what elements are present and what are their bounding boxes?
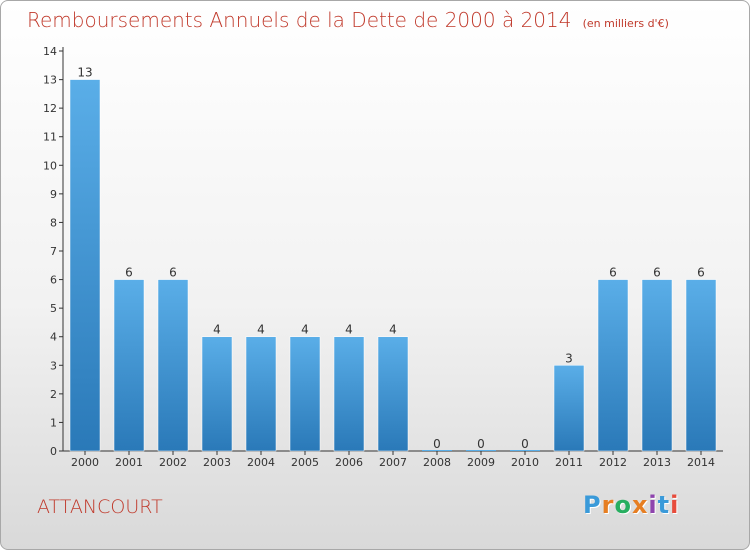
bar: [289, 336, 321, 452]
y-tick-label: 1: [50, 416, 57, 429]
data-label: 6: [653, 266, 661, 280]
logo-letter: P: [583, 491, 602, 519]
data-label: 4: [389, 323, 397, 337]
data-label: 6: [169, 266, 177, 280]
bar: [597, 279, 629, 452]
logo-letter: o: [614, 491, 632, 519]
y-tick-label: 9: [50, 188, 57, 201]
x-tick-label: 2003: [203, 456, 231, 469]
bar: [641, 279, 673, 452]
x-tick-label: 2009: [467, 456, 495, 469]
logo-letter: r: [601, 491, 615, 519]
data-label: 6: [125, 266, 133, 280]
y-tick-label: 0: [50, 445, 57, 458]
x-tick-label: 2010: [511, 456, 539, 469]
data-label: 6: [697, 266, 705, 280]
data-label: 13: [77, 66, 92, 80]
data-label: 0: [521, 437, 529, 451]
y-tick-label: 6: [50, 274, 57, 287]
data-label: 4: [345, 323, 353, 337]
chart-unit: (en milliers d'€): [582, 17, 669, 30]
data-label: 0: [477, 437, 485, 451]
y-tick-label: 5: [50, 302, 57, 315]
x-tick-label: 2002: [159, 456, 187, 469]
y-tick-label: 10: [43, 159, 57, 172]
data-label: 4: [257, 323, 265, 337]
x-tick-label: 2014: [687, 456, 715, 469]
bar: [333, 336, 365, 452]
bar: [157, 279, 189, 452]
chart-title: Remboursements Annuels de la Dette de 20…: [27, 8, 572, 32]
chart-title-row: Remboursements Annuels de la Dette de 20…: [27, 8, 669, 32]
y-tick-label: 4: [50, 331, 57, 344]
data-label: 6: [609, 266, 617, 280]
y-tick-label: 14: [43, 45, 57, 58]
bar: [69, 79, 101, 452]
bar: [553, 365, 585, 452]
logo-letter: x: [631, 491, 649, 519]
x-tick-label: 2011: [555, 456, 583, 469]
y-tick-label: 3: [50, 359, 57, 372]
x-tick-label: 2005: [291, 456, 319, 469]
y-tick-label: 8: [50, 216, 57, 229]
x-tick-label: 2013: [643, 456, 671, 469]
bar: [113, 279, 145, 452]
city-name: ATTANCOURT: [37, 496, 163, 518]
proxiti-logo: Proxiti: [583, 491, 679, 519]
y-tick-label: 13: [43, 74, 57, 87]
logo-letter: i: [670, 491, 680, 519]
x-tick-label: 2006: [335, 456, 363, 469]
logo-letter: t: [657, 491, 671, 519]
y-tick-label: 2: [50, 388, 57, 401]
bar: [245, 336, 277, 452]
x-tick-label: 2008: [423, 456, 451, 469]
data-label: 4: [301, 323, 309, 337]
bar: [377, 336, 409, 452]
y-tick-label: 11: [43, 131, 57, 144]
data-label: 3: [565, 351, 573, 365]
x-tick-label: 2007: [379, 456, 407, 469]
x-tick-label: 2004: [247, 456, 275, 469]
data-label: 0: [433, 437, 441, 451]
x-tick-label: 2001: [115, 456, 143, 469]
logo-letter: i: [648, 491, 658, 519]
bar: [201, 336, 233, 452]
bar: [685, 279, 717, 452]
y-tick-label: 12: [43, 102, 57, 115]
y-tick-label: 7: [50, 245, 57, 258]
x-tick-label: 2000: [71, 456, 99, 469]
x-tick-label: 2012: [599, 456, 627, 469]
data-label: 4: [213, 323, 221, 337]
